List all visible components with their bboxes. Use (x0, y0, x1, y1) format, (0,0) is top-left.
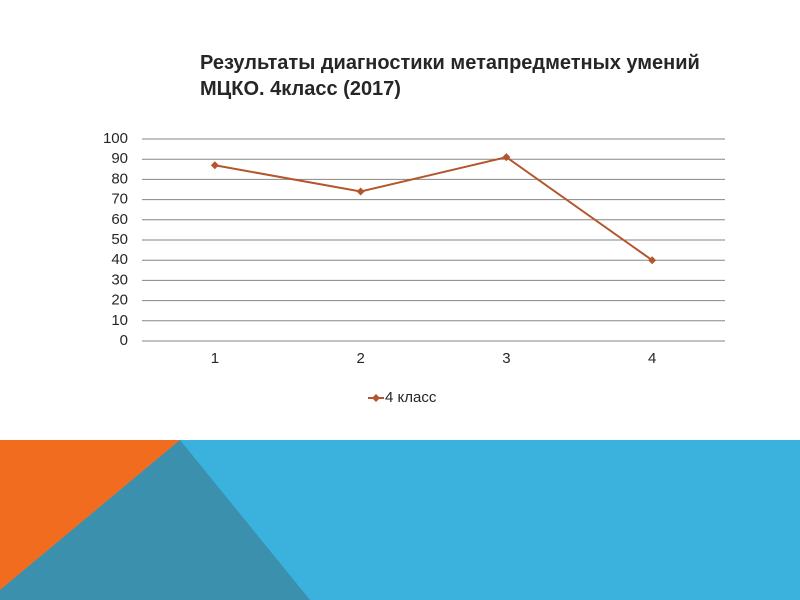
series-line (214, 156, 653, 262)
point-marker (648, 256, 657, 265)
y-tick-label: 60 (111, 211, 128, 228)
x-tick-label: 2 (356, 350, 364, 367)
point-marker (502, 153, 511, 162)
x-tick-label: 4 (648, 350, 656, 367)
y-tick-label: 90 (111, 150, 128, 167)
y-tick-label: 30 (111, 271, 128, 288)
legend-marker (372, 394, 380, 402)
y-tick-label: 10 (111, 312, 128, 329)
y-tick-label: 20 (111, 292, 128, 309)
x-tick-label: 3 (502, 350, 510, 367)
x-tick-label: 1 (211, 350, 219, 367)
point-marker (210, 161, 219, 170)
decoration (0, 440, 800, 600)
y-tick-label: 0 (120, 332, 128, 349)
legend-label: 4 класс (385, 389, 437, 406)
y-tick-label: 100 (103, 130, 128, 147)
y-tick-label: 70 (111, 191, 128, 208)
teal-triangle (0, 440, 310, 600)
y-tick-label: 80 (111, 170, 128, 187)
orange-triangle (0, 440, 180, 590)
chart-title: Результаты диагностики метапредметных ум… (200, 52, 700, 100)
point-marker (356, 187, 365, 196)
y-tick-label: 50 (111, 231, 128, 248)
y-tick-label: 40 (111, 251, 128, 268)
